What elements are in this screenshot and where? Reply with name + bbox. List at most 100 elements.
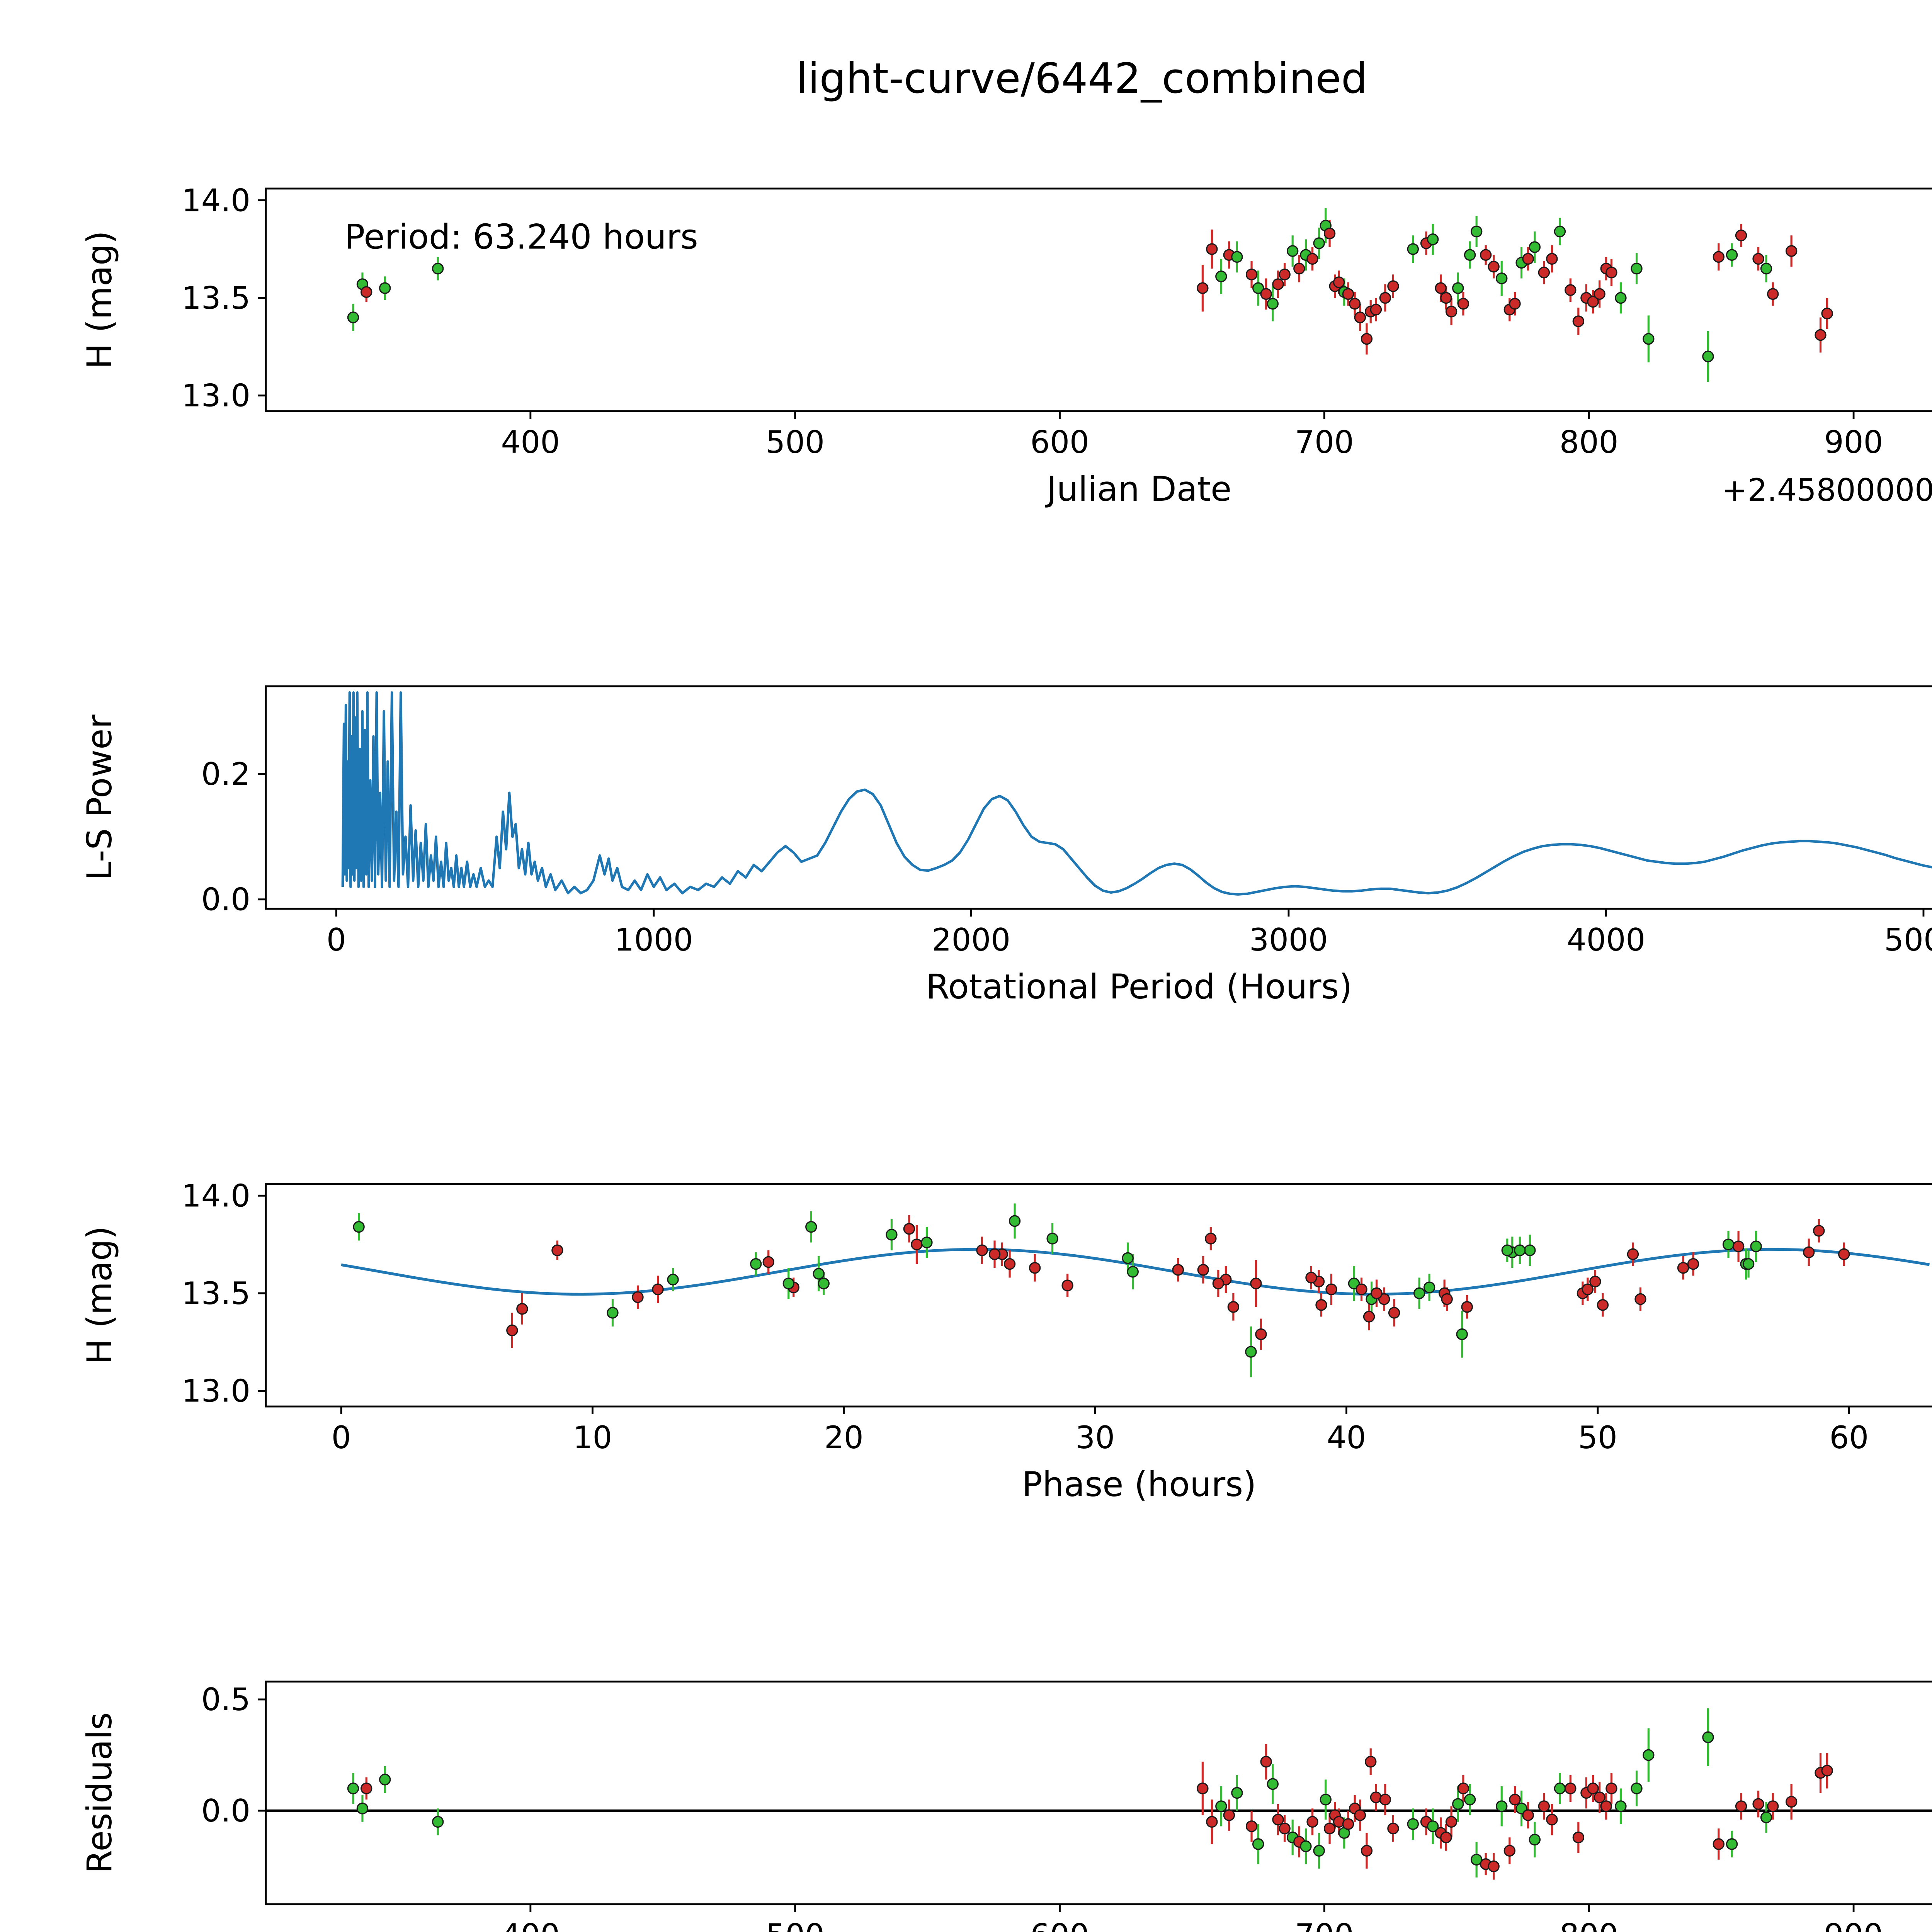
data-point — [1245, 1346, 1257, 1358]
model-curve — [341, 1248, 1930, 1296]
data-point — [1313, 237, 1325, 249]
data-point — [1750, 1240, 1762, 1252]
data-point — [1255, 1328, 1267, 1340]
data-point — [1279, 269, 1291, 281]
data-point — [1572, 1832, 1585, 1844]
data-point — [886, 1229, 898, 1241]
data-point — [1435, 282, 1447, 294]
data-point — [903, 1223, 915, 1235]
data-point — [1197, 1782, 1209, 1794]
x-tick-label: 900 — [1824, 424, 1883, 460]
data-point — [1735, 1800, 1747, 1812]
light-curve-plot: 400 500 600 700 800 900 13.0 13.5 14.0 Julian Dat… — [80, 182, 1932, 509]
data-point — [1342, 288, 1354, 300]
data-point — [1457, 298, 1469, 310]
data-point — [432, 1816, 444, 1828]
x-tick-label: 3000 — [1249, 922, 1328, 958]
data-point — [516, 1303, 528, 1315]
data-point — [1300, 1840, 1312, 1852]
data-point — [1470, 225, 1483, 238]
residuals-plot: 4005006007008009000.00.5Julian DateResid… — [80, 1680, 1932, 1932]
data-point — [1306, 1816, 1318, 1828]
data-point — [1582, 1283, 1594, 1296]
data-point — [1732, 1240, 1745, 1252]
data-point — [1634, 1293, 1646, 1305]
data-point — [1713, 1838, 1725, 1850]
data-point — [1496, 272, 1508, 284]
data-point — [1348, 1277, 1360, 1289]
data-point — [1423, 1281, 1435, 1293]
data-point — [1387, 280, 1399, 292]
data-point — [1643, 333, 1655, 345]
x-axis-label: Phase (hours) — [1022, 1464, 1257, 1504]
data-point — [1600, 1800, 1612, 1812]
data-point — [1029, 1262, 1041, 1274]
x-tick-label: 600 — [1030, 1917, 1089, 1932]
x-tick-label: 60 — [1829, 1420, 1869, 1456]
x-axis-label: Rotational Period (Hours) — [926, 967, 1352, 1007]
data-point — [1752, 253, 1764, 265]
data-point — [632, 1291, 644, 1303]
data-point — [1206, 1816, 1218, 1828]
data-point — [1388, 1307, 1400, 1319]
data-point — [1378, 1293, 1390, 1305]
data-point — [1245, 1820, 1258, 1832]
y-tick-label: 13.0 — [182, 1373, 250, 1409]
data-point — [1470, 1854, 1483, 1866]
data-point — [1722, 1238, 1735, 1250]
data-point — [1441, 1293, 1453, 1305]
data-point — [1440, 1832, 1452, 1844]
data-point — [1677, 1262, 1689, 1274]
data-point — [1363, 1311, 1375, 1323]
data-point — [1272, 1813, 1284, 1826]
data-point — [1785, 245, 1798, 257]
data-point — [1407, 243, 1419, 255]
data-point — [1427, 233, 1439, 245]
x-tick-label: 0 — [332, 1420, 351, 1456]
data-point — [1838, 1248, 1850, 1260]
data-point — [1509, 298, 1521, 310]
data-point — [1589, 1276, 1601, 1287]
data-point — [818, 1277, 830, 1289]
data-point — [782, 1277, 794, 1289]
data-point — [1457, 1782, 1469, 1794]
data-point — [1009, 1215, 1021, 1227]
data-point — [1821, 1765, 1833, 1777]
data-point — [1206, 243, 1218, 255]
data-point — [1127, 1266, 1139, 1278]
data-point — [1767, 288, 1779, 300]
data-point — [1726, 1838, 1738, 1850]
data-point — [1631, 1782, 1643, 1794]
data-point — [1212, 1277, 1225, 1289]
data-point — [1509, 1794, 1521, 1806]
data-point — [1231, 1787, 1243, 1799]
data-point — [1524, 1244, 1536, 1256]
y-axis-label: H (mag) — [80, 231, 119, 369]
data-point — [1702, 350, 1714, 362]
data-point — [1488, 260, 1500, 273]
data-point — [361, 1782, 372, 1794]
data-point — [1227, 1301, 1240, 1313]
data-point — [1333, 276, 1345, 288]
data-point — [1546, 1813, 1558, 1826]
x-tick-label: 40 — [1327, 1420, 1366, 1456]
data-point — [1445, 306, 1458, 318]
data-point — [1464, 249, 1476, 261]
data-point — [1546, 253, 1558, 265]
x-tick-label: 2000 — [932, 922, 1011, 958]
data-point — [762, 1256, 774, 1268]
x-tick-label: 50 — [1578, 1420, 1617, 1456]
data-point — [1514, 1244, 1526, 1256]
data-point — [911, 1238, 923, 1250]
data-point — [551, 1244, 563, 1256]
data-point — [1752, 1798, 1764, 1810]
periodogram-line — [341, 691, 1932, 896]
data-point — [1456, 1328, 1468, 1340]
data-point — [1215, 1800, 1227, 1812]
data-point — [1355, 1283, 1367, 1296]
data-point — [1464, 1794, 1476, 1806]
data-point — [1323, 1822, 1336, 1835]
data-point — [1496, 1800, 1508, 1812]
x-tick-label: 5000 — [1884, 922, 1932, 958]
